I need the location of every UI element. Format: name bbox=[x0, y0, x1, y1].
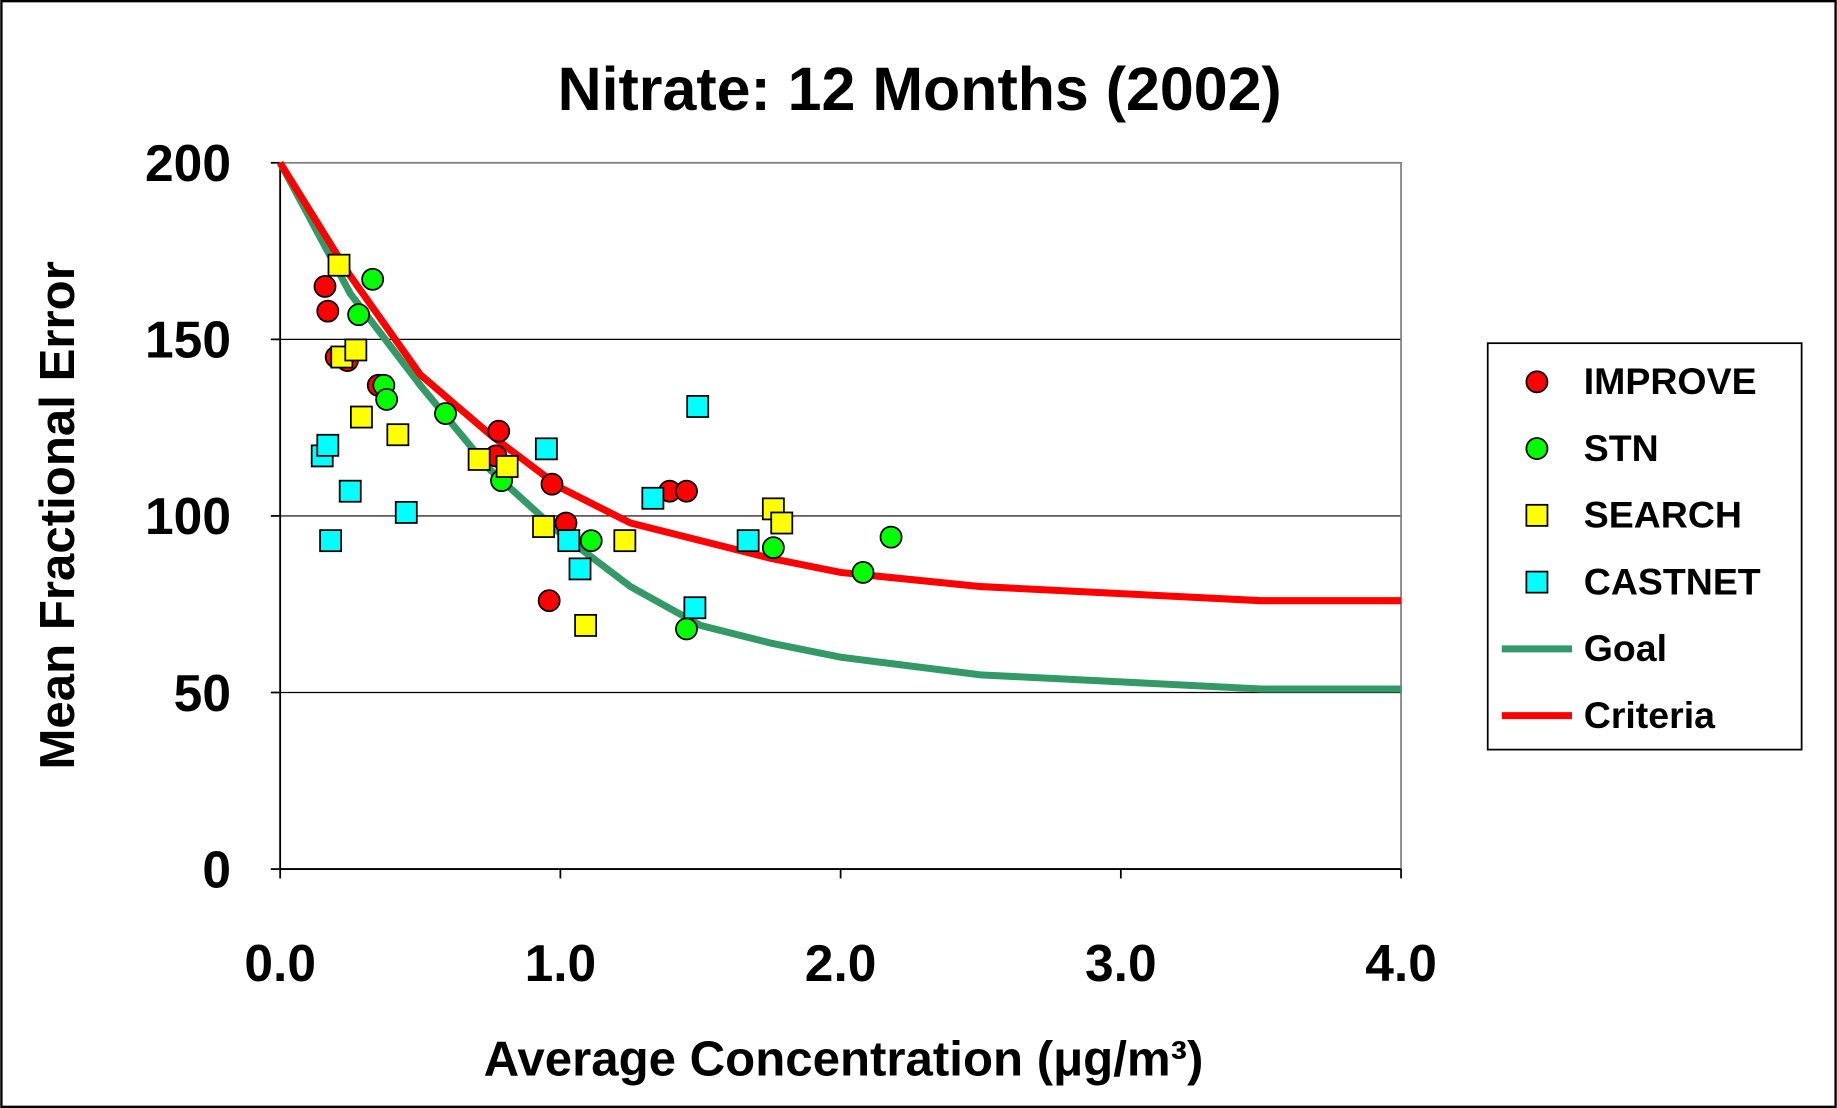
legend-swatch bbox=[1525, 570, 1549, 594]
point bbox=[686, 395, 710, 418]
y-tick-label: 0 bbox=[202, 840, 231, 898]
point bbox=[344, 338, 368, 362]
legend-swatch bbox=[1525, 370, 1549, 394]
legend-label: SEARCH bbox=[1584, 494, 1742, 536]
legend-box bbox=[1486, 342, 1803, 751]
point bbox=[540, 472, 564, 496]
x-axis-title: Average Concentration (μg/m³) bbox=[484, 1031, 1204, 1086]
point bbox=[532, 515, 555, 538]
point bbox=[568, 557, 592, 581]
legend-label: STN bbox=[1584, 427, 1659, 469]
y-tick-label: 200 bbox=[145, 134, 231, 192]
legend-swatch bbox=[1525, 437, 1549, 461]
point bbox=[386, 423, 410, 447]
point bbox=[736, 529, 760, 553]
y-axis-title: Mean Fractional Error bbox=[30, 261, 85, 769]
point bbox=[851, 561, 875, 584]
point bbox=[347, 303, 371, 327]
point bbox=[641, 486, 665, 510]
y-tick-label: 50 bbox=[174, 664, 231, 722]
legend-label: Criteria bbox=[1584, 694, 1716, 736]
legend-label: IMPROVE bbox=[1584, 360, 1757, 402]
point bbox=[319, 529, 343, 553]
point bbox=[495, 455, 519, 478]
legend-label: CASTNET bbox=[1584, 560, 1761, 602]
point bbox=[579, 529, 603, 553]
line-series bbox=[277, 160, 1402, 605]
point bbox=[375, 387, 399, 411]
point bbox=[434, 402, 457, 425]
chart-title: Nitrate: 12 Months (2002) bbox=[558, 55, 1282, 123]
line-series bbox=[277, 161, 1402, 693]
point bbox=[316, 299, 340, 323]
point bbox=[683, 596, 707, 620]
point bbox=[761, 536, 785, 560]
x-tick-label: 4.0 bbox=[1365, 934, 1437, 992]
point bbox=[487, 419, 511, 443]
point bbox=[313, 274, 337, 298]
point bbox=[675, 479, 698, 503]
point bbox=[316, 433, 340, 457]
point bbox=[394, 500, 418, 524]
point bbox=[534, 437, 558, 461]
point bbox=[574, 613, 598, 637]
point bbox=[675, 617, 698, 641]
point bbox=[879, 525, 903, 549]
point bbox=[361, 267, 385, 291]
point bbox=[537, 589, 561, 613]
legend-swatch bbox=[1525, 503, 1549, 527]
x-tick-label: 0.0 bbox=[244, 934, 316, 992]
y-tick-label: 150 bbox=[145, 311, 231, 369]
y-tick-label: 100 bbox=[145, 487, 231, 545]
x-tick-label: 3.0 bbox=[1085, 934, 1157, 992]
point bbox=[338, 479, 362, 503]
x-tick-label: 2.0 bbox=[805, 934, 877, 992]
point bbox=[770, 511, 794, 535]
point bbox=[557, 529, 581, 553]
point bbox=[613, 529, 637, 553]
point bbox=[327, 253, 351, 277]
point bbox=[350, 405, 373, 429]
point bbox=[467, 448, 491, 471]
x-tick-label: 1.0 bbox=[525, 934, 597, 992]
legend-label: Goal bbox=[1584, 627, 1667, 669]
